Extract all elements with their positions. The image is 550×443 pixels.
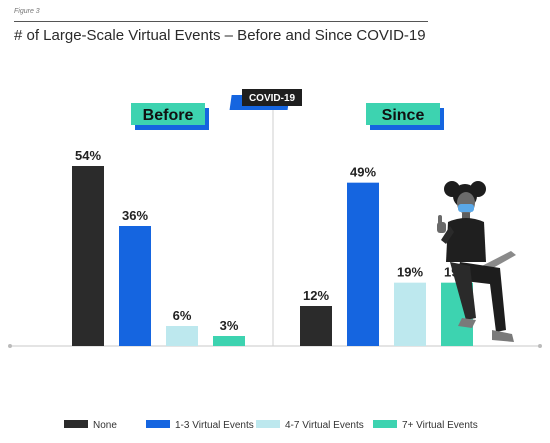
data-label-since-1-3-virtual-events: 49% (350, 165, 376, 180)
panel-label-before: Before (143, 107, 194, 124)
data-label-before-1-3-virtual-events: 36% (122, 208, 148, 223)
data-label-before-7-virtual-events: 3% (220, 318, 239, 333)
figure-label: Figure 3 (14, 8, 40, 15)
panel-label-since: Since (382, 107, 425, 124)
bar-before-none (72, 166, 104, 346)
legend-label-none: None (93, 420, 117, 431)
legend-swatch-7-virtual-events (373, 420, 397, 428)
legend-swatch-1-3-virtual-events (146, 420, 170, 428)
data-label-before-4-7-virtual-events: 6% (173, 308, 192, 323)
covid-badge (242, 89, 302, 106)
chart-title: # of Large-Scale Virtual Events – Before… (14, 27, 426, 44)
woman-thumbs-up-laptop-illustration (437, 181, 516, 342)
panel-badge-before (131, 103, 205, 125)
baseline-right-dot (538, 344, 542, 348)
bar-before-4-7-virtual-events (166, 326, 198, 346)
legend-label-7-virtual-events: 7+ Virtual Events (402, 420, 478, 431)
legend-swatch-4-7-virtual-events (256, 420, 280, 428)
top-rule (14, 21, 428, 22)
data-label-since-4-7-virtual-events: 19% (397, 265, 423, 280)
panel-badge-since (366, 103, 440, 125)
bar-before-7-virtual-events (213, 336, 245, 346)
data-label-before-none: 54% (75, 148, 101, 163)
legend-label-1-3-virtual-events: 1-3 Virtual Events (175, 420, 254, 431)
bar-before-1-3-virtual-events (119, 226, 151, 346)
baseline-left-dot (8, 344, 12, 348)
bar-since-none (300, 306, 332, 346)
legend-swatch-none (64, 420, 88, 428)
bar-since-1-3-virtual-events (347, 182, 379, 346)
covid-badge-label: COVID-19 (249, 93, 296, 104)
bar-since-4-7-virtual-events (394, 282, 426, 346)
legend-label-4-7-virtual-events: 4-7 Virtual Events (285, 420, 364, 431)
data-label-since-none: 12% (303, 288, 329, 303)
